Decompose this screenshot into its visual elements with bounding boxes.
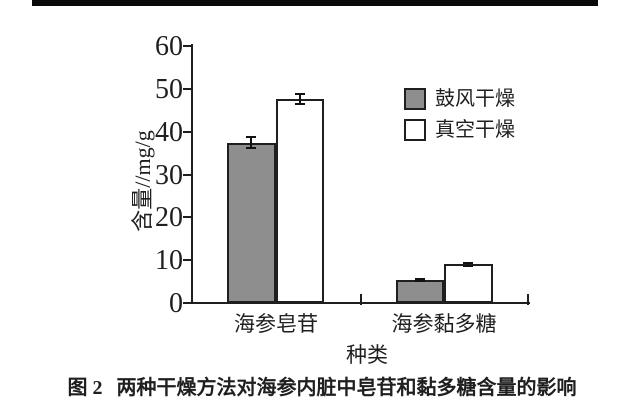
figure-caption-number: 图 2 <box>67 377 103 399</box>
scan-artifact-bar <box>32 0 598 6</box>
error-bar <box>250 137 253 149</box>
y-tick-mark <box>183 302 192 304</box>
y-axis-line <box>191 44 193 304</box>
y-tick-label: 50 <box>155 73 183 105</box>
y-tick-label: 10 <box>155 245 183 277</box>
figure-caption-text: 两种干燥方法对海参内脏中皂苷和黏多糖含量的影响 <box>116 377 577 399</box>
error-bar <box>298 93 301 105</box>
error-bar-cap-top <box>294 92 305 95</box>
y-tick-label: 20 <box>155 202 183 234</box>
legend-swatch-gray <box>404 88 426 110</box>
bar-vacuum-cat1 <box>444 264 493 303</box>
bar-blast-cat1 <box>395 279 444 303</box>
y-tick-mark <box>183 87 192 90</box>
error-bar-cap-top <box>463 261 474 264</box>
y-tick-label: 0 <box>169 288 183 319</box>
legend-label: 鼓风干燥 <box>435 88 515 110</box>
y-tick-mark <box>183 45 192 47</box>
error-bar-cap-bottom <box>463 265 474 268</box>
category-label-saponin: 海参皂苷 <box>234 312 318 336</box>
error-bar-cap-bottom <box>414 280 425 283</box>
legend-swatch-white <box>404 119 426 141</box>
x-tick-mark <box>360 294 362 305</box>
error-bar-cap-bottom <box>246 147 257 150</box>
error-bar <box>467 262 470 267</box>
bar-vacuum-cat0 <box>275 99 324 303</box>
figure-caption: 图 2 两种干燥方法对海参内脏中皂苷和黏多糖含量的影响 <box>0 374 644 402</box>
bar-blast-cat0 <box>227 142 276 303</box>
error-bar-cap-top <box>414 277 425 280</box>
category-label-polysaccharide: 海参黏多糖 <box>391 312 497 336</box>
y-tick-mark <box>183 259 192 262</box>
legend-item-vacuum-drying: 真空干燥 <box>404 119 515 141</box>
x-tick-mark <box>527 294 529 305</box>
y-tick-label: 60 <box>155 31 183 62</box>
error-bar-cap-bottom <box>294 103 305 106</box>
error-bar-cap-top <box>246 136 257 139</box>
y-tick-label: 40 <box>155 116 183 148</box>
y-tick-mark <box>183 173 192 176</box>
legend-label: 真空干燥 <box>435 119 515 141</box>
legend-item-blast-drying: 鼓风干燥 <box>404 88 515 110</box>
y-tick-label: 30 <box>155 159 183 191</box>
y-tick-mark <box>183 130 192 133</box>
error-bar <box>418 278 421 282</box>
legend: 鼓风干燥 真空干燥 <box>404 88 515 150</box>
y-tick-mark <box>183 216 192 219</box>
x-axis-title: 种类 <box>346 343 388 367</box>
